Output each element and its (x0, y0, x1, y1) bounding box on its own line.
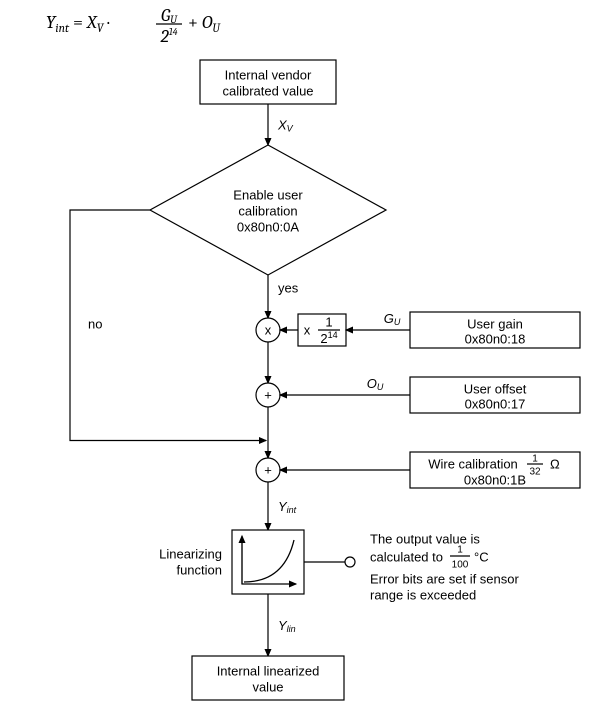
svg-text:+: + (264, 462, 272, 477)
svg-text:GU: GU (161, 5, 178, 26)
svg-text:32: 32 (529, 467, 541, 478)
note-l1: The output value is (370, 531, 480, 546)
label-yint: Yint (278, 499, 297, 515)
label-xv: XV (277, 118, 294, 134)
svg-text:°C: °C (474, 549, 489, 564)
note-l3: Error bits are set if sensor (370, 571, 519, 586)
label-yes: yes (278, 280, 299, 295)
svg-text:Ω: Ω (550, 456, 560, 471)
note-l4: range is exceeded (370, 587, 476, 602)
label-gu: GU (384, 311, 401, 327)
svg-text:User gain: User gain (467, 316, 523, 331)
formula: Yint = XV · (46, 12, 109, 35)
svg-text:+ OU: + OU (188, 12, 221, 35)
svg-text:calculated to: calculated to (370, 549, 443, 564)
note-connector (345, 557, 355, 567)
start-line2: calibrated value (222, 83, 313, 98)
svg-text:+: + (264, 387, 272, 402)
svg-text:x: x (304, 322, 311, 337)
svg-text:value: value (252, 679, 283, 694)
svg-text:1: 1 (457, 545, 463, 556)
label-ou: OU (367, 376, 384, 392)
svg-text:Internal linearized: Internal linearized (217, 663, 320, 678)
svg-text:x: x (265, 322, 272, 337)
svg-text:0x80n0:0A: 0x80n0:0A (237, 219, 299, 234)
start-line1: Internal vendor (225, 67, 312, 82)
svg-text:Wire calibration: Wire calibration (428, 456, 518, 471)
svg-text:calibration: calibration (238, 203, 297, 218)
svg-text:0x80n0:18: 0x80n0:18 (465, 331, 526, 346)
svg-text:1: 1 (325, 314, 332, 329)
linear-label-1: Linearizing (159, 546, 222, 561)
label-ylin: Ylin (278, 618, 296, 634)
svg-text:214: 214 (159, 26, 177, 47)
linear-label-2: function (176, 562, 222, 577)
svg-text:Enable user: Enable user (233, 187, 303, 202)
svg-text:100: 100 (452, 560, 469, 571)
svg-text:1: 1 (532, 454, 538, 465)
svg-text:User offset: User offset (464, 381, 527, 396)
svg-text:0x80n0:17: 0x80n0:17 (465, 396, 526, 411)
svg-text:0x80n0:1B: 0x80n0:1B (464, 472, 526, 487)
label-no: no (88, 317, 102, 332)
